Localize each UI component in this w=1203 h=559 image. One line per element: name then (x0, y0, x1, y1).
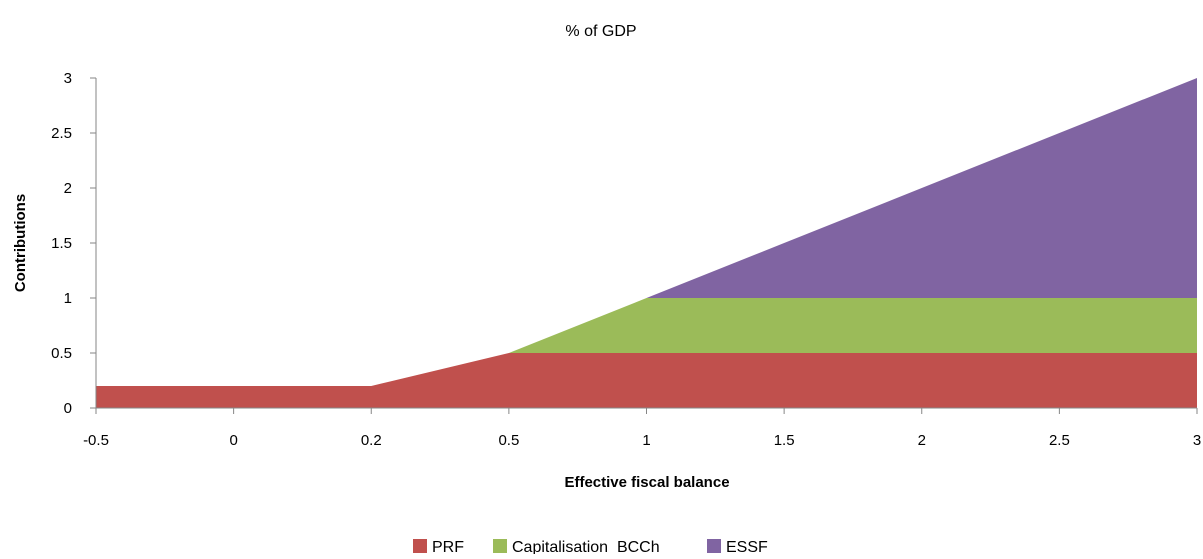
legend-swatch-2 (707, 539, 721, 553)
area-series-1 (96, 298, 1197, 386)
area-series-0 (96, 353, 1197, 408)
legend-swatch-0 (413, 539, 427, 553)
chart-title: % of GDP (565, 23, 636, 40)
y-tick-label: 2.5 (51, 125, 72, 142)
x-tick-label: 1.5 (774, 432, 795, 449)
plot-areas (96, 78, 1197, 408)
y-tick-label: 2 (64, 180, 72, 197)
y-tick-label: 1 (64, 290, 72, 307)
y-axis-ticks: 0 0.5 1 1.5 2 2.5 3 (51, 70, 96, 417)
x-tick-label: 0.2 (361, 432, 382, 449)
y-tick-label: 1.5 (51, 235, 72, 252)
x-axis-ticks: -0.5 0 0.2 0.5 1 1.5 2 2.5 3 (83, 408, 1201, 449)
x-tick-label: 2.5 (1049, 432, 1070, 449)
legend-swatch-1 (493, 539, 507, 553)
x-tick-label: 1 (642, 432, 650, 449)
legend: PRF Capitalisation BCCh ESSF (413, 539, 768, 556)
legend-label-0: PRF (432, 539, 464, 554)
x-axis-title: Effective fiscal balance (564, 474, 729, 491)
x-tick-label: 0.5 (498, 432, 519, 449)
y-tick-label: 0.5 (51, 345, 72, 362)
y-axis-title: Contributions (12, 194, 29, 292)
x-tick-label: 2 (918, 432, 926, 449)
x-tick-label: 0 (229, 432, 237, 449)
x-tick-label: 3 (1193, 432, 1201, 449)
legend-label-1: Capitalisation BCCh (512, 539, 660, 554)
y-tick-label: 3 (64, 70, 72, 87)
y-tick-label: 0 (64, 400, 72, 417)
area-series-2 (96, 78, 1197, 386)
legend-label-2: ESSF (726, 539, 768, 554)
x-tick-label: -0.5 (83, 432, 109, 449)
